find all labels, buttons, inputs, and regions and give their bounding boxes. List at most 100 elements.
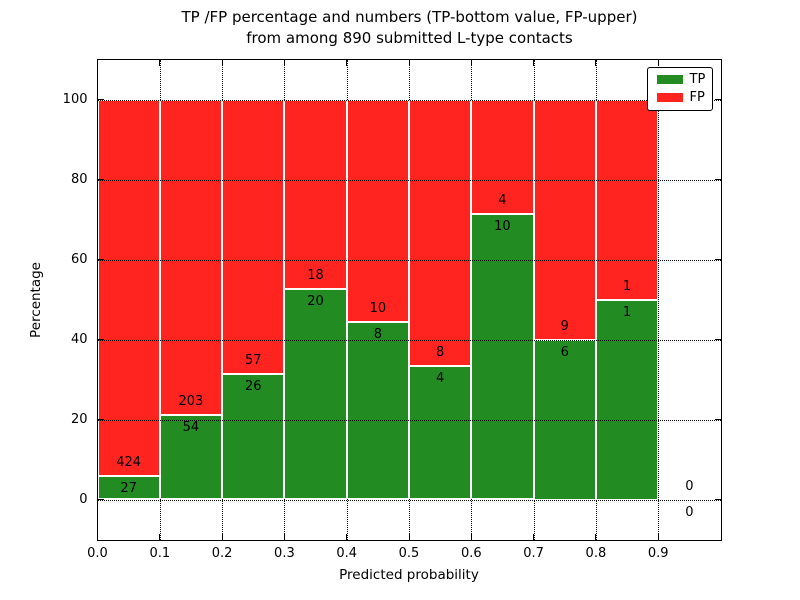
y-tick-label: 60 — [70, 251, 88, 267]
tp-bar — [409, 366, 472, 500]
h-gridline — [97, 499, 721, 501]
x-axis-label: Predicted probability — [339, 566, 479, 583]
tp-count-label: 4 — [436, 371, 445, 387]
tp-count-label: 8 — [373, 326, 382, 342]
fp-count-label: 203 — [178, 394, 204, 410]
fp-bar — [346, 99, 409, 322]
tp-bar — [159, 415, 223, 500]
fp-count-label: 4 — [498, 192, 507, 208]
fp-bar — [284, 99, 347, 289]
x-tick-top — [159, 59, 161, 66]
tp-bar — [595, 299, 659, 500]
fp-bar — [533, 99, 596, 340]
fp-bar — [409, 99, 472, 367]
y-tick-right — [714, 259, 721, 260]
x-tick-top — [283, 59, 285, 66]
fp-count-label: 8 — [436, 345, 445, 361]
tp-bar — [346, 321, 409, 500]
tp-count-label: 0 — [685, 504, 694, 520]
x-tick-top — [97, 59, 98, 66]
x-tick-top — [346, 59, 348, 66]
fp-count-label: 9 — [560, 318, 569, 334]
chart-title-line1: TP /FP percentage and numbers (TP-bottom… — [181, 8, 638, 26]
tp-count-label: 1 — [622, 304, 632, 320]
tp-count-label: 26 — [244, 379, 262, 395]
legend-item-tp: TP — [648, 71, 712, 87]
v-gridline — [658, 59, 660, 540]
x-tick-label: 0.2 — [211, 545, 233, 561]
h-gridline — [97, 419, 721, 421]
x-tick-top — [595, 59, 597, 66]
tp-bar — [97, 475, 160, 500]
y-tick-label: 0 — [79, 491, 88, 507]
fp-swatch — [656, 93, 683, 102]
x-tick-label: 0.3 — [274, 545, 295, 561]
x-tick-top — [533, 59, 535, 66]
y-tick-label: 40 — [70, 331, 88, 347]
tp-bar — [471, 213, 534, 500]
fp-bar — [97, 99, 160, 476]
y-tick — [97, 99, 104, 100]
y-tick-right — [714, 99, 721, 100]
fp-count-label: 424 — [116, 454, 142, 470]
x-tick — [346, 533, 348, 540]
legend-label: FP — [689, 89, 705, 105]
y-tick-right — [714, 499, 721, 500]
plot-area: Percentage Predicted probability TP FP 0.… — [28, 58, 722, 583]
chart-title-line2: from among 890 submitted L-type contacts — [246, 29, 573, 47]
fp-count-label: 0 — [685, 478, 694, 494]
fp-count-label: 10 — [369, 300, 387, 316]
x-tick — [221, 533, 223, 540]
fp-count-label: 1 — [622, 278, 632, 294]
y-tick — [97, 259, 104, 260]
legend-label: TP — [689, 71, 706, 87]
tp-bar — [284, 288, 347, 500]
h-gridline — [97, 259, 721, 261]
h-gridline — [97, 179, 721, 181]
x-tick-label: 0.9 — [647, 545, 669, 561]
fp-count-label: 18 — [307, 267, 324, 283]
y-tick — [97, 499, 104, 500]
x-tick — [595, 533, 597, 540]
tp-count-label: 27 — [120, 480, 137, 496]
x-tick-top — [470, 59, 472, 66]
x-tick-top — [408, 59, 410, 66]
x-tick — [470, 533, 472, 540]
y-tick — [97, 339, 104, 340]
x-tick — [533, 533, 535, 540]
y-tick-label: 80 — [70, 171, 88, 187]
x-tick-label: 0.7 — [523, 545, 544, 561]
x-tick-top — [657, 59, 659, 66]
x-tick-label: 0.0 — [87, 545, 108, 561]
fp-bar — [159, 99, 223, 416]
y-tick-label: 100 — [62, 91, 88, 107]
tp-swatch — [656, 75, 683, 84]
chart-title: TP /FP percentage and numbers (TP-bottom… — [98, 7, 721, 49]
x-tick-label: 0.6 — [460, 545, 482, 561]
x-tick-label: 0.8 — [585, 545, 607, 561]
x-tick-label: 0.5 — [398, 545, 420, 561]
tp-count-label: 20 — [307, 293, 324, 309]
h-gridline — [97, 99, 721, 101]
tp-bar — [222, 374, 285, 500]
x-tick-top — [221, 59, 223, 66]
legend-item-fp: FP — [648, 89, 712, 105]
y-tick-right — [714, 179, 721, 180]
fp-bar — [222, 99, 285, 375]
tp-count-label: 6 — [560, 344, 569, 360]
x-tick — [159, 533, 161, 540]
y-tick-right — [714, 339, 721, 340]
x-tick — [283, 533, 285, 540]
legend: TP FP — [646, 66, 713, 111]
tp-count-label: 54 — [182, 420, 200, 436]
y-tick — [97, 179, 104, 180]
fp-bar — [595, 99, 659, 300]
tp-count-label: 10 — [494, 218, 511, 234]
y-axis-label: Percentage — [27, 261, 44, 338]
x-tick — [408, 533, 410, 540]
fp-count-label: 57 — [244, 353, 262, 369]
y-tick-label: 20 — [70, 411, 88, 427]
x-tick — [657, 533, 659, 540]
h-gridline — [97, 339, 721, 341]
